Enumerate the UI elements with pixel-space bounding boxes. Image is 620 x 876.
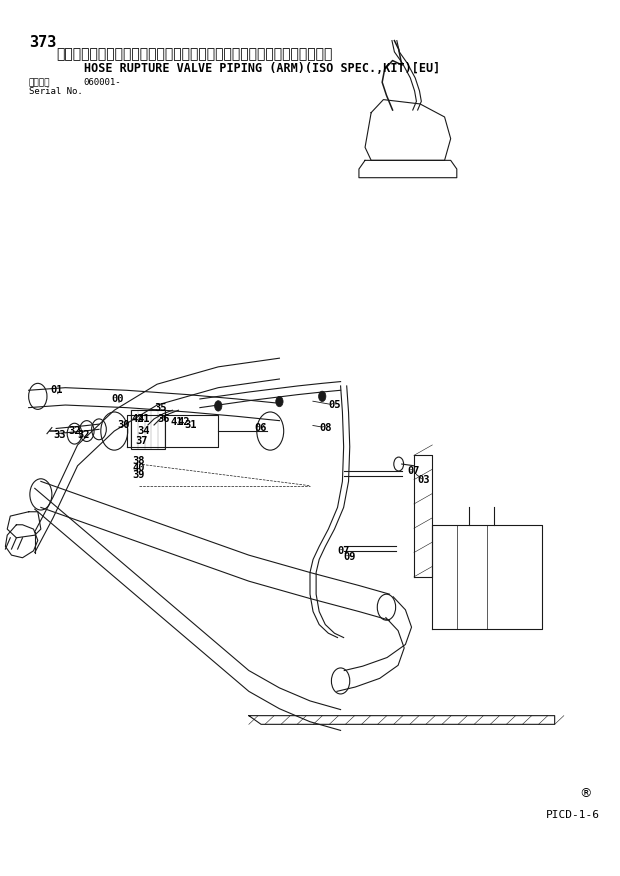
FancyBboxPatch shape: [131, 410, 165, 449]
Text: 07: 07: [337, 546, 350, 555]
Text: 373: 373: [29, 34, 56, 50]
Text: 36: 36: [157, 414, 169, 424]
Text: 08: 08: [319, 422, 332, 433]
Text: 07: 07: [408, 466, 420, 476]
Text: 01: 01: [50, 385, 63, 395]
Text: 42: 42: [131, 414, 144, 424]
Circle shape: [215, 400, 222, 411]
Circle shape: [319, 392, 326, 401]
Text: 39: 39: [133, 470, 145, 480]
Text: 34: 34: [138, 426, 150, 436]
Text: ホースラプチャーバルブ配管（アーム）（ＩＳＯ仕様，キット）［ＥＵ］: ホースラプチャーバルブ配管（アーム）（ＩＳＯ仕様，キット）［ＥＵ］: [56, 47, 332, 61]
Text: 060001-: 060001-: [84, 78, 122, 87]
Text: 38: 38: [133, 456, 145, 465]
Text: PICD-1-6: PICD-1-6: [546, 810, 600, 821]
Circle shape: [276, 396, 283, 406]
Text: 37: 37: [136, 435, 148, 446]
Text: 35: 35: [154, 404, 166, 413]
Text: 30: 30: [117, 420, 130, 430]
Text: 03: 03: [417, 475, 430, 484]
Text: 40: 40: [133, 463, 145, 473]
Text: Serial No.: Serial No.: [29, 87, 82, 95]
Text: 31: 31: [185, 420, 197, 430]
Text: 09: 09: [343, 552, 356, 562]
Text: 32: 32: [68, 426, 81, 436]
Text: 05: 05: [328, 400, 341, 410]
Text: HOSE RUPTURE VALVE PIPING (ARM)(ISO SPEC.,KIT)[EU]: HOSE RUPTURE VALVE PIPING (ARM)(ISO SPEC…: [84, 62, 440, 75]
Text: 33: 33: [53, 430, 66, 441]
Text: ®: ®: [579, 788, 591, 801]
Text: 適用号機: 適用号機: [29, 78, 50, 87]
Text: 41: 41: [138, 414, 150, 424]
Text: 32: 32: [78, 430, 90, 441]
Text: 06: 06: [255, 422, 267, 433]
Text: 42: 42: [177, 417, 190, 427]
Text: 41: 41: [170, 417, 183, 427]
Text: 00: 00: [111, 394, 123, 404]
